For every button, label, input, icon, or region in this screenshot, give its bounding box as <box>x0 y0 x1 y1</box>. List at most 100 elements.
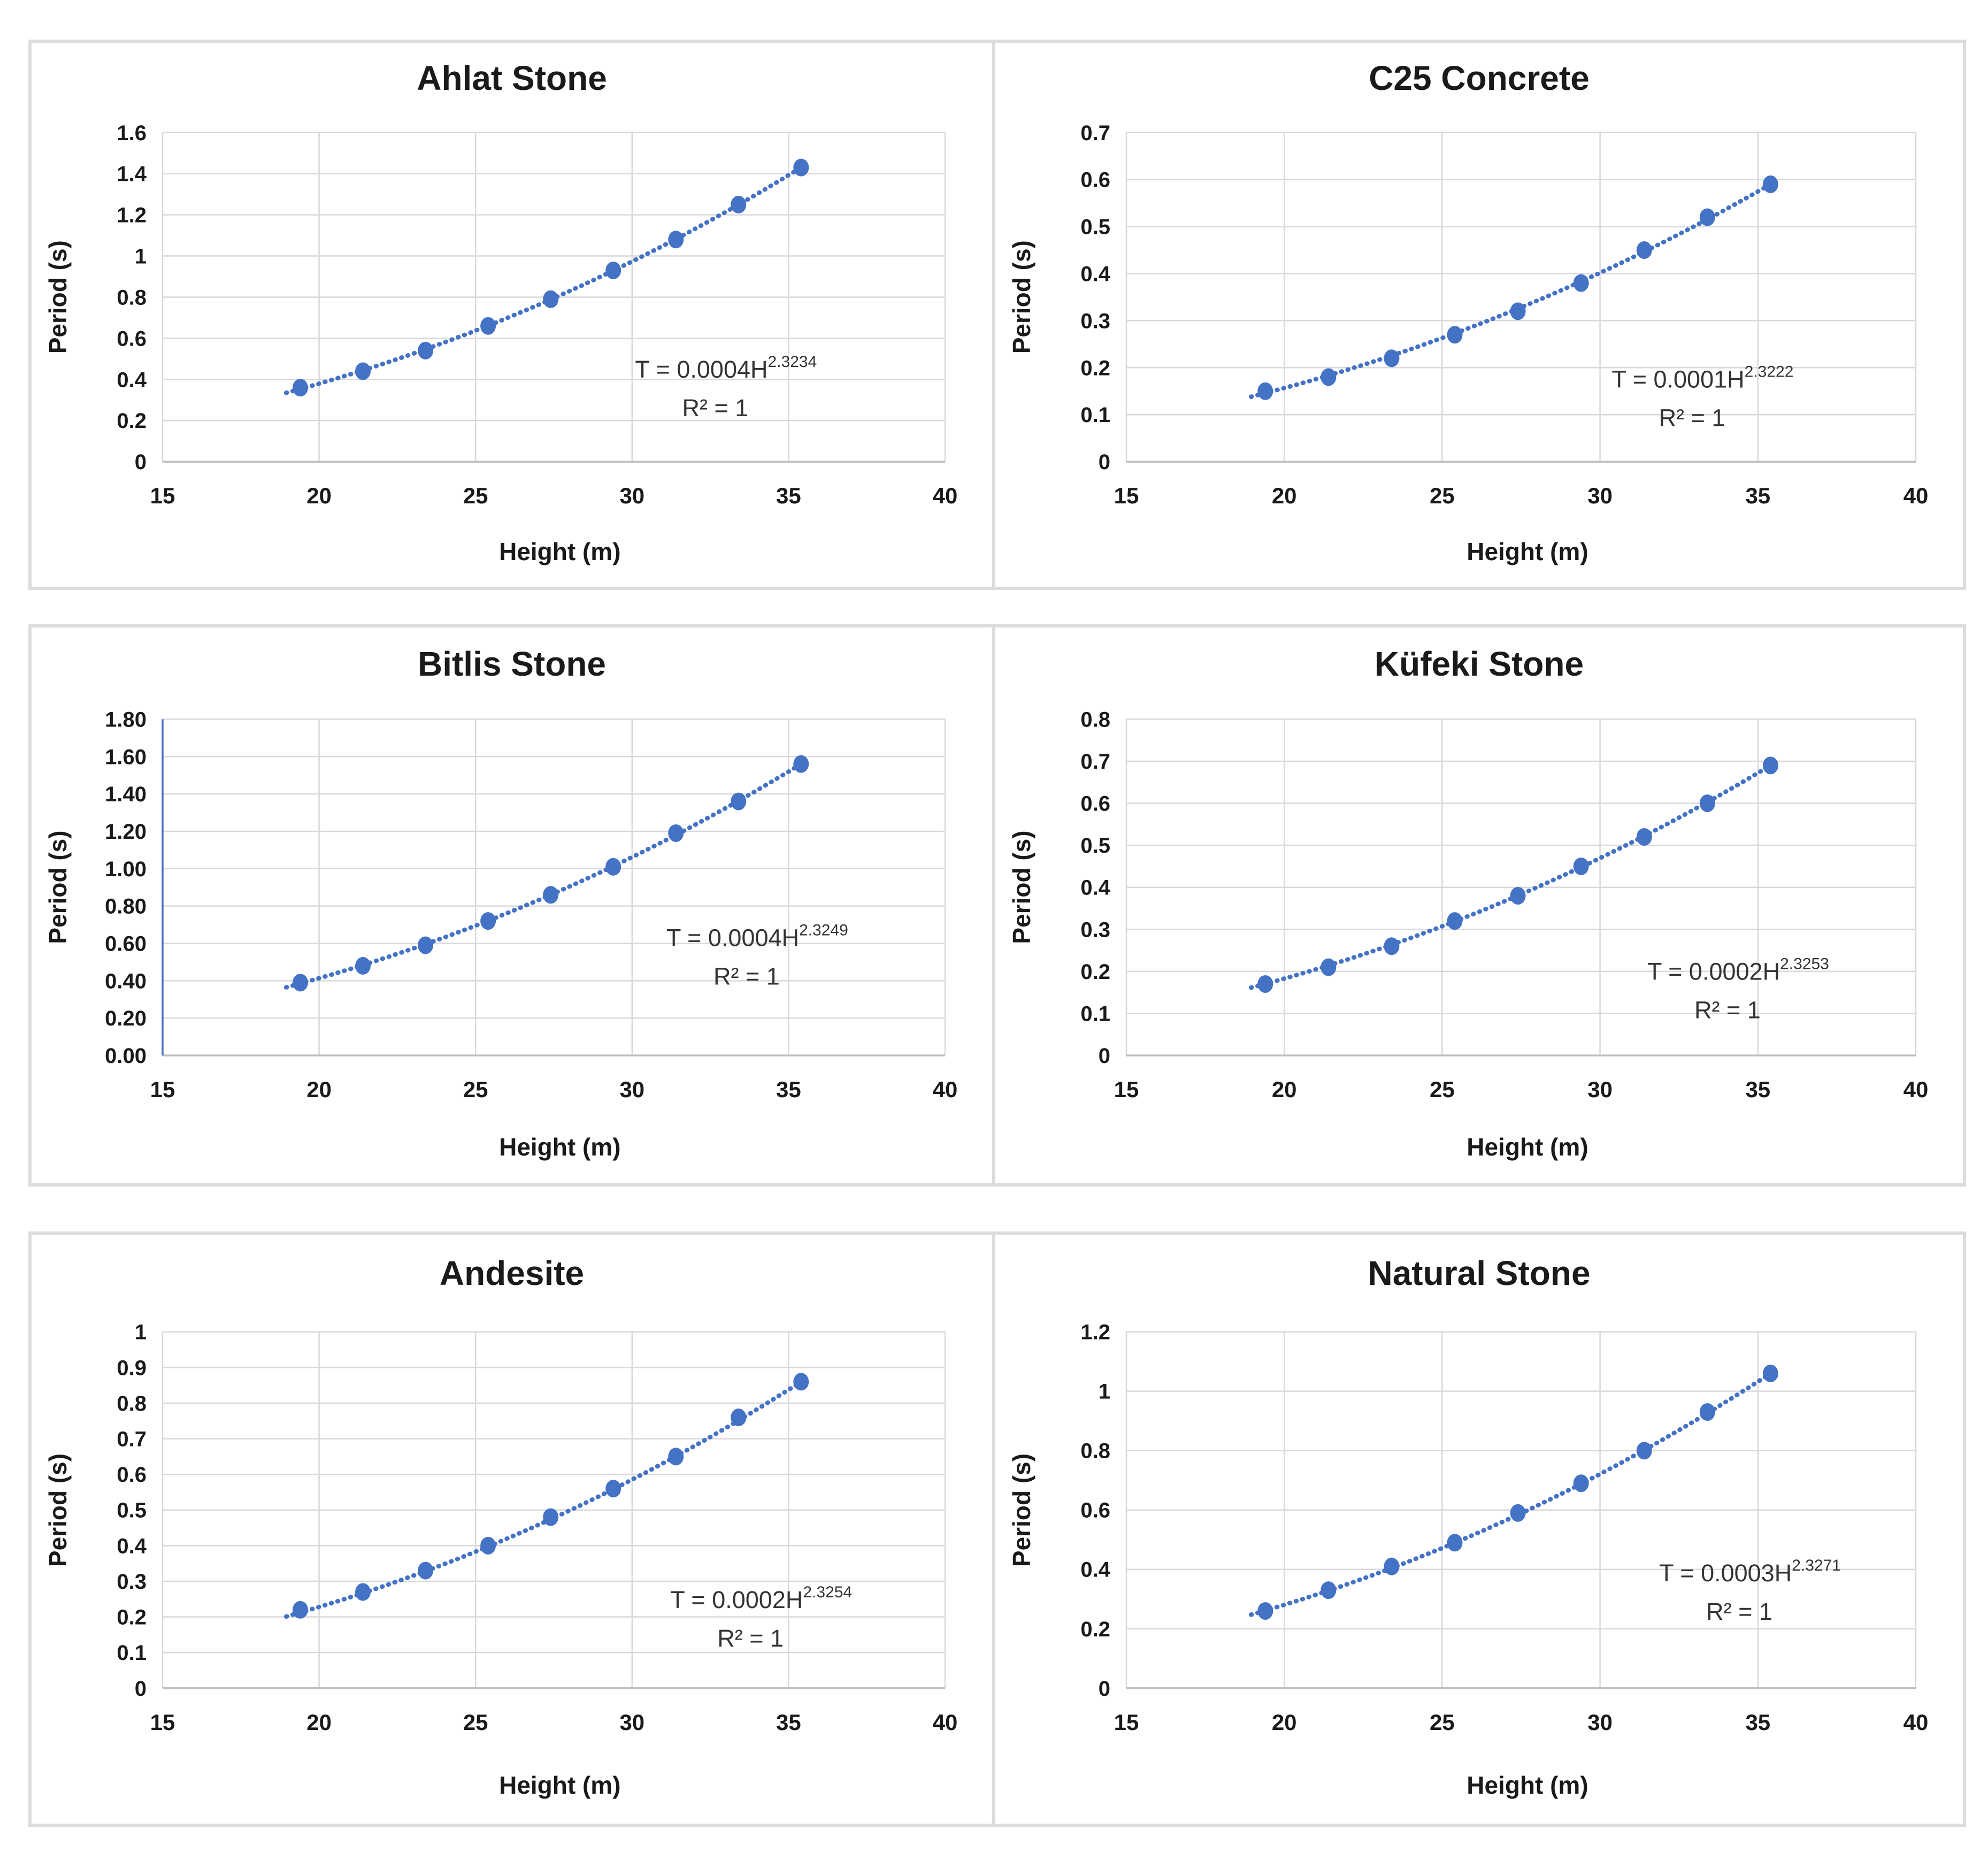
x-tick-label: 30 <box>1587 483 1613 508</box>
plot-area: 0 0.1 0.2 0.3 0.4 0.5 0.6 0.7 15 20 25 30 35 40 T = 0.… <box>1080 121 1928 508</box>
y-tick-label: 1.40 <box>105 783 147 806</box>
data-point <box>668 1448 684 1466</box>
x-tick-label: 40 <box>1903 1077 1929 1102</box>
chart-card-bitlis-stone: Bitlis Stone Period (s) Height (m) 0.00 0… <box>28 624 995 1187</box>
data-point <box>1636 1442 1652 1460</box>
y-tick-label: 0.8 <box>117 1392 147 1415</box>
x-tick-label: 35 <box>776 1710 801 1735</box>
trendline <box>283 1381 801 1619</box>
y-tick-label: 0.9 <box>117 1356 147 1380</box>
chart-card-kufeki-stone: Küfeki Stone Period (s) Height (m) 0 0.1 0… <box>992 624 1966 1187</box>
y-tick-label: 0.6 <box>1080 1499 1110 1522</box>
data-point <box>418 936 434 954</box>
y-tick-label: 0.2 <box>117 409 147 433</box>
y-tick-label: 0.3 <box>1080 918 1110 942</box>
data-point <box>355 956 371 975</box>
x-tick-label: 20 <box>306 1077 332 1102</box>
y-tick-label: 1.6 <box>117 121 147 145</box>
data-point <box>418 341 434 359</box>
data-point <box>1573 857 1589 875</box>
x-tick-label: 15 <box>1114 1710 1139 1735</box>
data-point <box>480 1536 496 1555</box>
x-tick-label: 35 <box>776 483 801 508</box>
data-point <box>355 362 371 380</box>
trendline <box>1248 765 1770 990</box>
y-tick-label: 0.8 <box>1080 1440 1110 1463</box>
data-point <box>1384 349 1400 368</box>
trendline <box>283 167 801 395</box>
data-point <box>1384 937 1400 955</box>
y-tick-label: 0.2 <box>1080 1618 1110 1641</box>
data-point <box>1384 1557 1400 1575</box>
x-tick-label: 30 <box>619 1077 644 1102</box>
chart-card-andesite: Andesite Period (s) Height (m) 0 0.1 0.2 0.… <box>28 1231 995 1827</box>
x-axis-title: Height (m) <box>499 1771 621 1800</box>
y-tick-label: 1 <box>135 1321 147 1344</box>
data-point <box>1510 886 1526 905</box>
x-tick-label: 15 <box>150 1710 175 1735</box>
trendline-equation: T = 0.0001H2.3222 <box>1612 363 1794 393</box>
trendline <box>283 763 801 990</box>
x-tick-label: 30 <box>1587 1710 1613 1735</box>
y-tick-label: 0 <box>1099 450 1110 474</box>
y-tick-label: 0.1 <box>1080 1002 1110 1026</box>
data-point <box>1699 794 1715 813</box>
x-tick-label: 15 <box>1114 483 1139 508</box>
data-point <box>1636 241 1652 259</box>
plot-area: 0 0.1 0.2 0.3 0.4 0.5 0.6 0.7 0.8 0.9 1 15 20 25 30 35 4… <box>117 1321 957 1735</box>
y-tick-label: 0.5 <box>1080 834 1110 858</box>
data-point <box>292 974 308 992</box>
trendline <box>1248 183 1770 399</box>
y-tick-label: 0.20 <box>105 1007 147 1030</box>
chart-title: Küfeki Stone <box>1374 644 1584 683</box>
y-tick-label: 0.3 <box>1080 309 1110 333</box>
data-point <box>731 792 747 810</box>
data-point <box>1636 828 1652 846</box>
chart-title: Natural Stone <box>1368 1253 1591 1292</box>
y-tick-label: 1.00 <box>105 858 147 881</box>
x-tick-label: 40 <box>933 483 958 508</box>
x-tick-label: 40 <box>933 1077 958 1102</box>
data-point <box>668 231 684 249</box>
x-tick-label: 25 <box>1430 1710 1455 1735</box>
x-tick-label: 20 <box>306 1710 332 1735</box>
y-tick-label: 0.1 <box>1080 403 1110 427</box>
y-tick-label: 0 <box>135 450 147 474</box>
data-point <box>731 195 747 213</box>
data-point <box>1321 1581 1337 1600</box>
y-tick-label: 0.60 <box>105 932 147 955</box>
data-point <box>1762 756 1778 775</box>
y-tick-label: 0.8 <box>117 286 147 309</box>
x-tick-label: 20 <box>1272 1077 1297 1102</box>
x-tick-label: 15 <box>150 1077 175 1102</box>
y-tick-label: 0 <box>1099 1677 1110 1701</box>
r-squared-label: R² = 1 <box>1706 1598 1772 1625</box>
y-tick-label: 1 <box>1099 1380 1110 1404</box>
y-tick-label: 0.6 <box>1080 792 1110 816</box>
data-point <box>355 1583 371 1601</box>
data-point <box>605 1480 621 1498</box>
y-tick-label: 0.4 <box>1080 876 1110 900</box>
x-tick-label: 35 <box>1745 1710 1770 1735</box>
data-point <box>543 886 559 904</box>
x-tick-label: 35 <box>1745 483 1770 508</box>
trendline-equation: T = 0.0002H2.3254 <box>670 1583 852 1613</box>
chart-card-ahlat-stone: Ahlat Stone Period (s) Height (m) 0 0.2 0.… <box>28 40 995 590</box>
x-axis-title: Height (m) <box>1467 1133 1588 1161</box>
y-tick-label: 0.6 <box>117 327 147 350</box>
x-axis-title: Height (m) <box>499 537 621 565</box>
y-tick-label: 0.4 <box>117 368 147 392</box>
data-point <box>793 158 809 177</box>
data-point <box>1321 368 1337 386</box>
data-point <box>480 912 496 930</box>
y-tick-label: 0.80 <box>105 895 147 919</box>
data-point <box>1321 958 1337 976</box>
y-tick-label: 0.4 <box>1080 1558 1110 1582</box>
data-point <box>1699 1403 1715 1421</box>
data-point <box>1257 975 1273 993</box>
data-point <box>1510 302 1526 320</box>
x-tick-label: 35 <box>776 1077 801 1102</box>
trendline-equation: T = 0.0002H2.3253 <box>1647 955 1829 985</box>
y-tick-label: 0.5 <box>117 1499 147 1522</box>
